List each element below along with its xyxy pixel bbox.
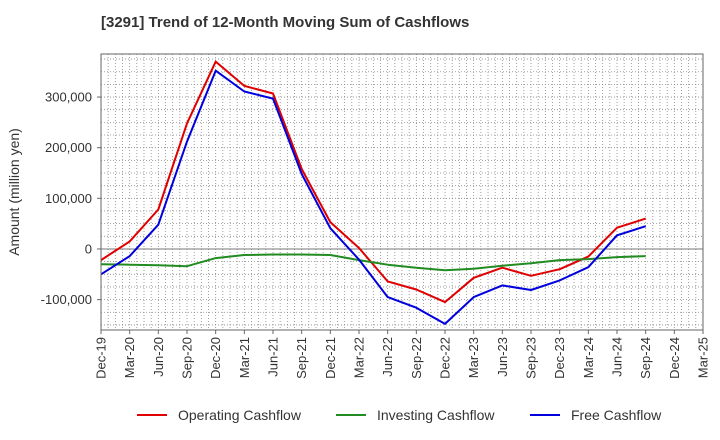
- series-line-operating-cashflow: [100, 60, 647, 304]
- legend-label-operating-cashflow: Operating Cashflow: [178, 407, 302, 423]
- x-tick-label: Jun-21: [266, 337, 281, 377]
- y-tick-label: 200,000: [45, 140, 92, 155]
- x-tick-label: Sep-20: [180, 337, 195, 379]
- chart-title: [3291] Trend of 12-Month Moving Sum of C…: [101, 14, 470, 31]
- x-tick-label: Sep-21: [294, 337, 309, 379]
- x-tick-label: Jun-22: [380, 337, 395, 377]
- x-tick-label: Sep-22: [409, 337, 424, 379]
- x-tick-label: Jun-24: [610, 337, 625, 377]
- x-tick-label: Mar-23: [466, 337, 481, 378]
- x-tick-label: Dec-19: [94, 337, 109, 379]
- x-tick-label: Dec-23: [552, 337, 567, 379]
- legend-label-free-cashflow: Free Cashflow: [571, 407, 662, 423]
- y-axis-label: Amount (million yen): [6, 128, 22, 256]
- y-tick-label: 300,000: [45, 90, 92, 105]
- legend-label-investing-cashflow: Investing Cashflow: [377, 407, 495, 423]
- legend: Operating Cashflow Investing Cashflow Free…: [137, 407, 662, 423]
- x-tick-label: Dec-21: [323, 337, 338, 379]
- x-tick-label: Sep-23: [524, 337, 539, 379]
- x-tick-label: Mar-25: [696, 337, 711, 378]
- x-tick-label: Dec-24: [667, 337, 682, 379]
- x-tick-label: Dec-22: [438, 337, 453, 379]
- series-line-investing-cashflow: [100, 253, 646, 272]
- grid-layer: [101, 54, 703, 330]
- series-layer: [100, 60, 647, 325]
- x-tick-label: Mar-20: [122, 337, 137, 378]
- y-tick-label: 0: [85, 241, 92, 256]
- x-tick-label: Dec-20: [208, 337, 223, 379]
- x-tick-label: Jun-23: [495, 337, 510, 377]
- x-tick-label: Jun-20: [151, 337, 166, 377]
- y-tick-label: -100,000: [41, 292, 92, 307]
- x-tick-label: Mar-24: [581, 337, 596, 378]
- x-tick-label: Mar-22: [352, 337, 367, 378]
- y-tick-label: 100,000: [45, 191, 92, 206]
- x-tick-label: Sep-24: [638, 337, 653, 379]
- plot-frame: [100, 53, 704, 331]
- y-tick-labels: -100,000 0 100,000 200,000 300,000: [41, 90, 101, 307]
- x-tick-label: Mar-21: [237, 337, 252, 378]
- x-tick-labels: Dec-19 Mar-20 Jun-20 Sep-20 Dec-20 Mar-21 Jun-…: [94, 330, 711, 379]
- series-line-free-cashflow: [100, 69, 647, 325]
